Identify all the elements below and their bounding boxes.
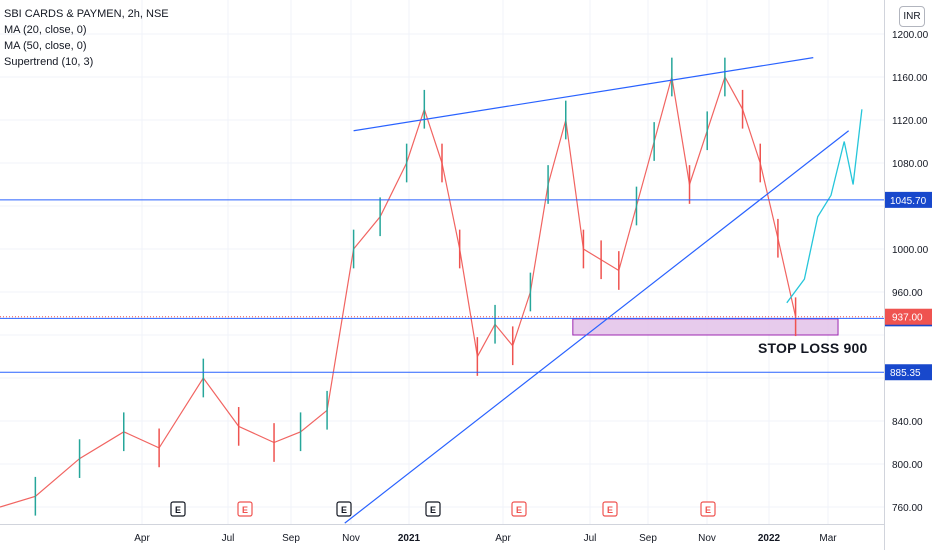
- support-zone: [572, 318, 839, 336]
- y-tick-label: 1120.00: [892, 116, 928, 127]
- event-marker-icon: [511, 501, 527, 517]
- stop-loss-annotation: STOP LOSS 900: [758, 340, 868, 356]
- projection-path: [786, 109, 863, 304]
- event-marker-label: E: [430, 505, 436, 515]
- y-tick-label: 760.00: [892, 503, 923, 514]
- level-label: 1045.70: [890, 196, 927, 207]
- event-marker-label: E: [175, 505, 181, 515]
- event-marker-label: E: [516, 505, 522, 515]
- x-tick-label: Jul: [584, 533, 597, 544]
- support-trendline: [344, 130, 850, 524]
- x-tick-label: Sep: [639, 533, 657, 544]
- x-tick-label: Apr: [134, 533, 150, 544]
- x-tick-label: 2022: [758, 533, 781, 544]
- x-tick-label: Apr: [495, 533, 511, 544]
- legend-ma20: MA (20, close, 0): [4, 24, 87, 36]
- currency-button[interactable]: INR: [899, 6, 925, 27]
- event-marker-label: E: [242, 505, 248, 515]
- legend-supertrend: Supertrend (10, 3): [4, 56, 94, 68]
- last-price-label-bg: [885, 308, 932, 325]
- y-tick-label: 800.00: [892, 460, 923, 471]
- level-label-bg: [885, 364, 932, 381]
- x-tick-label: Nov: [698, 533, 716, 544]
- level-label-bg: [885, 191, 932, 208]
- event-marker-icon: [700, 501, 716, 517]
- level-label: 885.35: [890, 368, 921, 379]
- x-tick-label: Mar: [819, 533, 837, 544]
- x-tick-label: Sep: [282, 533, 300, 544]
- event-marker-icon: [336, 501, 352, 517]
- x-tick-label: Jul: [222, 533, 235, 544]
- y-tick-label: 1000.00: [892, 245, 929, 256]
- legend-ma50: MA (50, close, 0): [4, 40, 87, 52]
- event-marker-label: E: [607, 505, 613, 515]
- y-tick-label: 1160.00: [892, 73, 928, 84]
- last-price-label: 937.00: [892, 313, 923, 324]
- y-tick-label: 1200.00: [892, 30, 929, 41]
- event-marker-icon: [237, 501, 253, 517]
- event-marker-icon: [170, 501, 186, 517]
- y-tick-label: 1080.00: [892, 159, 929, 170]
- event-marker-icon: [425, 501, 441, 517]
- y-tick-label: 960.00: [892, 288, 923, 299]
- resistance-trendline: [353, 57, 814, 132]
- chart-title: SBI CARDS & PAYMEN, 2h, NSE: [4, 8, 169, 20]
- x-tick-label: Nov: [342, 533, 360, 544]
- event-marker-label: E: [341, 505, 347, 515]
- legend: SBI CARDS & PAYMEN, 2h, NSE MA (20, clos…: [4, 6, 169, 70]
- x-tick-label: 2021: [398, 533, 421, 544]
- y-tick-label: 840.00: [892, 417, 923, 428]
- event-marker-label: E: [705, 505, 711, 515]
- event-marker-icon: [602, 501, 618, 517]
